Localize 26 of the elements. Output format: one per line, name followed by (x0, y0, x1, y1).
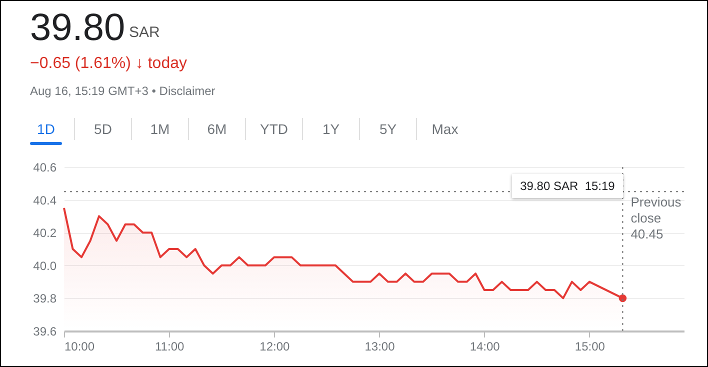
text: 5D (74, 118, 131, 140)
text: 5Y (359, 118, 416, 140)
text: YTD (245, 118, 302, 140)
y-tick-label: 40.2 (33, 226, 57, 240)
y-tick-label: 39.8 (33, 292, 57, 306)
text: SAR (129, 24, 160, 41)
text: 1M (131, 118, 188, 140)
x-tick-label: 10:00 (64, 340, 95, 354)
x-tick-label: 14:00 (470, 340, 500, 354)
y-tick-label: 40.6 (33, 160, 57, 174)
text: 1Y (302, 118, 359, 140)
x-tick-label: 13:00 (364, 340, 396, 354)
text: Max (416, 118, 473, 140)
y-tick-label: 40.0 (33, 258, 57, 273)
annotation: 39.80 SAR 15:19 (512, 174, 623, 198)
y-tick-label: 39.6 (33, 324, 57, 338)
text: 1D (18, 118, 74, 140)
text: 6M (188, 118, 245, 140)
text: Aug 16, 15:19 GMT+3 • Disclaimer (30, 84, 216, 98)
x-tick-label: 11:00 (155, 340, 184, 354)
ref-line-label: Previous close 40.45 (630, 194, 682, 242)
x-tick-label: 12:00 (260, 340, 290, 354)
chart-title: 39.80 (30, 7, 126, 50)
text: −0.65 (1.61%) ↓ today (30, 55, 187, 73)
x-tick-label: 15:00 (574, 340, 606, 354)
y-tick-label: 40.4 (33, 193, 57, 208)
